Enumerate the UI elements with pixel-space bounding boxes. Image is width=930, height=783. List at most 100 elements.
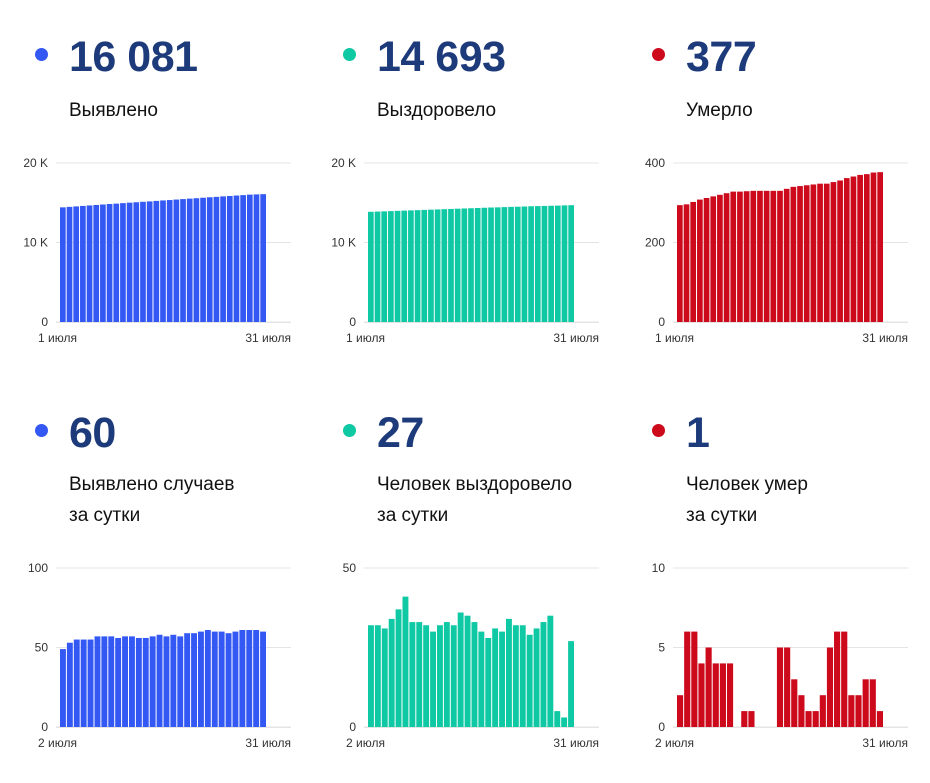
bar: [454, 208, 461, 322]
bar-chart: 0 5 10 2 июля 31 июля: [652, 561, 908, 750]
stat-label-line: Выздоровело: [377, 100, 497, 121]
stat-value: 14 693: [377, 33, 506, 81]
bar: [712, 663, 719, 727]
bar: [381, 211, 388, 322]
bar: [554, 711, 561, 727]
x-tick-label-end: 31 июля: [862, 736, 908, 750]
bar: [850, 176, 857, 322]
x-tick-label-end: 31 июля: [553, 736, 599, 750]
bar: [86, 205, 93, 322]
bar: [198, 631, 204, 727]
x-tick-label-end: 31 июля: [245, 736, 291, 750]
bar: [763, 190, 770, 322]
y-tick-label: 200: [645, 236, 665, 250]
bar: [87, 639, 94, 727]
y-tick-label: 100: [28, 561, 48, 575]
bar: [471, 622, 478, 727]
bar: [457, 612, 464, 727]
stat-card: 1 Человек умер за сутки 0 5 10 2 июля 31 июля: [650, 408, 930, 783]
bar: [568, 641, 574, 727]
bar: [684, 631, 691, 727]
bar: [805, 711, 812, 727]
legend-dot: [35, 424, 48, 437]
bar: [776, 647, 784, 727]
bar: [388, 618, 395, 727]
y-tick-label: 0: [349, 315, 356, 329]
stat-value: 1: [686, 409, 710, 457]
bar: [698, 663, 705, 727]
bar: [533, 628, 540, 727]
bar: [146, 201, 153, 322]
bar: [153, 200, 160, 322]
bar: [100, 204, 106, 322]
bar: [464, 615, 471, 727]
stat-label: Выздоровело: [377, 95, 496, 126]
bar: [394, 210, 401, 322]
bar: [211, 631, 218, 727]
bar: [526, 634, 533, 727]
bar: [220, 196, 226, 322]
bar: [170, 634, 177, 727]
bar: [414, 210, 421, 322]
bar: [122, 636, 128, 727]
bar-chart: 0 10 K 20 K 1 июля 31 июля: [23, 156, 291, 345]
bar: [703, 197, 710, 322]
bar: [106, 204, 113, 322]
bar: [554, 205, 561, 322]
bar: [368, 625, 374, 727]
bar: [239, 630, 246, 727]
bar: [485, 637, 492, 727]
bar: [448, 208, 454, 322]
bar: [213, 196, 220, 322]
stat-label-line: Выявлено: [69, 100, 158, 121]
stat-label-line: за сутки: [377, 505, 449, 526]
x-tick-label-end: 31 июля: [553, 331, 599, 345]
bar: [461, 208, 468, 322]
bar: [690, 201, 697, 322]
bar: [540, 622, 547, 727]
bar: [857, 174, 863, 322]
bar: [226, 195, 233, 322]
bar: [528, 206, 534, 322]
bar: [395, 609, 402, 727]
bar: [797, 186, 803, 322]
bar: [204, 630, 211, 727]
bar: [66, 206, 73, 322]
bar: [710, 196, 717, 322]
bar: [60, 207, 66, 322]
bar: [423, 625, 430, 727]
stat-card: 14 693 Выздоровело 0 10 K 20 K 1 июля 31 июля: [331, 30, 641, 405]
bar: [374, 625, 381, 727]
bar-chart: 0 50 100 2 июля 31 июля: [28, 561, 291, 750]
stat-label-line: Человек умер: [686, 474, 808, 495]
bar: [260, 631, 266, 727]
x-tick-label-end: 31 июля: [862, 331, 908, 345]
bar: [548, 205, 554, 322]
bar: [180, 199, 186, 322]
bar: [186, 198, 193, 322]
bar: [691, 631, 698, 727]
x-tick-label-end: 31 июля: [245, 331, 291, 345]
y-tick-label: 5: [658, 641, 665, 655]
bar: [499, 631, 505, 727]
bar: [506, 618, 512, 727]
bar: [166, 200, 173, 322]
bar: [757, 190, 763, 322]
bar: [737, 191, 743, 322]
bar: [508, 206, 514, 322]
bar: [253, 630, 260, 727]
bar: [870, 172, 877, 322]
bar: [812, 711, 819, 727]
bar: [94, 636, 101, 727]
bar: [401, 210, 408, 322]
stat-value: 60: [69, 409, 116, 457]
bar: [240, 195, 246, 322]
y-tick-label: 0: [41, 720, 48, 734]
bar: [474, 208, 481, 322]
bar: [791, 679, 798, 727]
bar: [810, 184, 817, 322]
bar: [519, 625, 526, 727]
stat-value: 16 081: [69, 33, 198, 81]
bar: [206, 197, 213, 322]
bar: [798, 695, 805, 727]
